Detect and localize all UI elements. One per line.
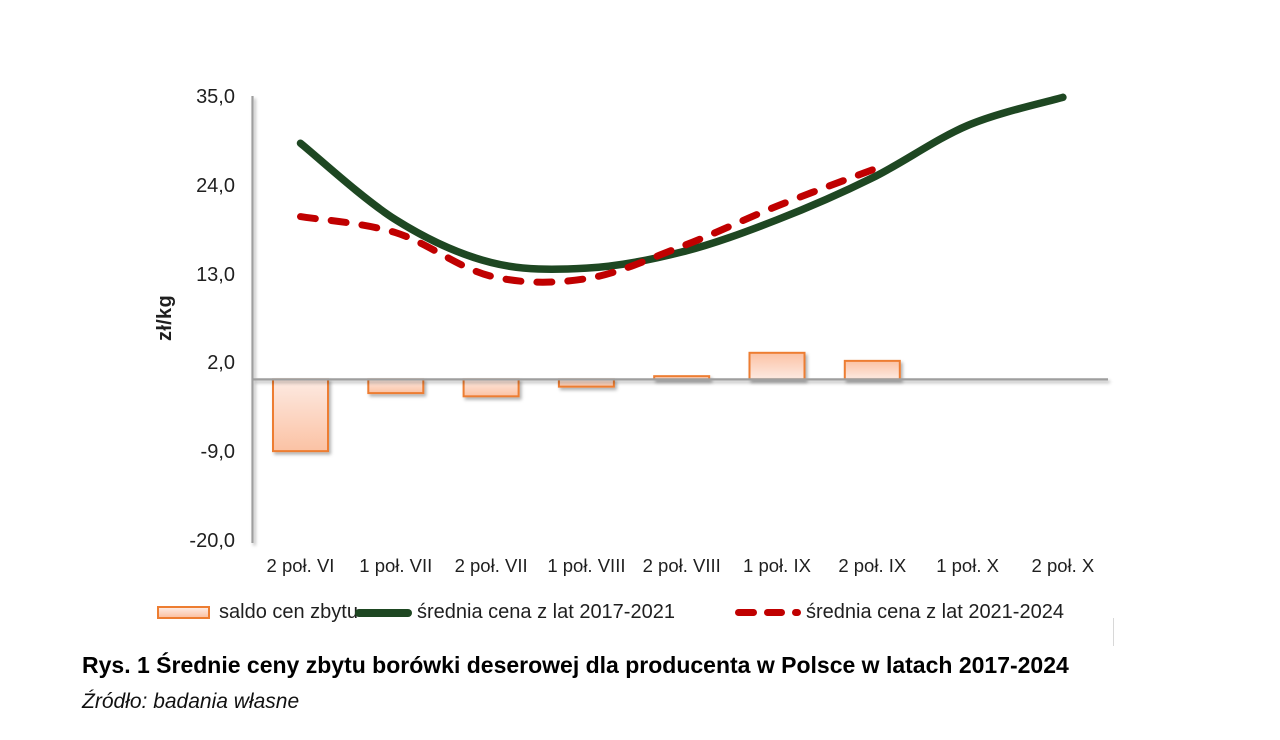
x-category-label: 2 poł. VII: [454, 555, 528, 576]
legend-dash-segment: [764, 609, 785, 616]
y-tick-label: 13,0: [196, 263, 235, 286]
bar-saldo: [462, 378, 520, 398]
y-tick-label: -9,0: [200, 440, 235, 463]
x-category-label: 2 poł. VI: [266, 555, 335, 576]
y-tick-label: 24,0: [196, 174, 235, 197]
y-tick-label: -20,0: [189, 529, 235, 552]
legend-dash-segment: [792, 609, 801, 616]
legend-label-saldo: saldo cen zbytu: [219, 601, 358, 623]
legend-dashed-line-swatch: [735, 609, 805, 616]
legend-label-2021-2024: średnia cena z lat 2021-2024: [806, 601, 1064, 623]
x-category-label: 2 poł. VIII: [642, 555, 721, 576]
legend-dash-segment: [735, 609, 757, 616]
legend-label-2017-2021: średnia cena z lat 2017-2021: [417, 601, 675, 623]
bar-saldo: [367, 378, 425, 395]
x-category-label: 1 poł. IX: [743, 555, 811, 576]
bars-saldo-cen-zbytu: [272, 351, 901, 453]
x-category-label: 1 poł. X: [936, 555, 999, 576]
figure-source: Źródło: badania własne: [82, 690, 300, 713]
axes: [251, 96, 1108, 543]
line-srednia-cena-2017-2021: [296, 93, 1067, 274]
figure-caption: Rys. 1 Średnie ceny zbytu borówki desero…: [82, 652, 1069, 678]
legend-solid-line-swatch: [355, 609, 412, 617]
y-tick-label: 2,0: [207, 352, 235, 375]
x-category-label: 2 poł. X: [1031, 555, 1095, 576]
y-tick-label: 35,0: [196, 86, 235, 109]
bar-saldo: [748, 351, 806, 381]
x-category-label: 1 poł. VIII: [547, 555, 626, 576]
legend-bar-swatch: [157, 606, 210, 619]
x-category-label: 2 poł. IX: [838, 555, 907, 576]
cursor-artifact-line: [1113, 618, 1114, 646]
x-category-label: 1 poł. VII: [359, 555, 433, 576]
bar-saldo: [272, 378, 329, 453]
line-srednia-cena-2021-2024: [297, 166, 876, 286]
bar-saldo: [843, 359, 901, 381]
